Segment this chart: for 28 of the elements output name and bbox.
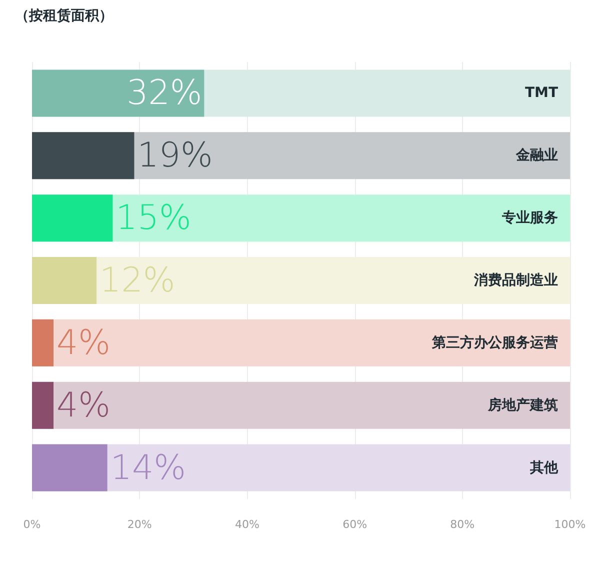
data-label: 12% [100,260,176,300]
bar [32,132,134,180]
data-label: 32% [126,73,202,114]
y-tick-label: 其他 [529,460,559,476]
x-tick-label: 0% [23,518,41,531]
y-tick-label: 专业服务 [501,209,558,226]
bar [32,70,204,117]
y-tick-label: 房地产建筑 [487,396,558,414]
bar [32,257,97,304]
x-tick-label: 20% [127,518,152,531]
data-label: 19% [137,136,213,176]
y-tick-label: TMT [524,85,558,102]
y-tick-label: 消费品制造业 [473,272,558,288]
x-tick-label: 100% [554,518,586,531]
x-tick-label: 40% [234,518,260,531]
x-tick-label: 60% [342,518,368,531]
data-label: 14% [110,448,186,488]
data-label: 4% [56,322,110,363]
y-tick-label: 金融业 [515,148,558,164]
bar [32,319,54,366]
bar [32,382,54,429]
bar [32,194,113,242]
chart-title: （按租赁面积） [15,8,113,24]
bar [32,444,108,492]
x-tick-label: 80% [450,518,475,531]
data-label: 15% [116,198,192,238]
y-tick-label: 第三方办公服务运营 [431,334,558,351]
data-label: 4% [56,385,110,426]
